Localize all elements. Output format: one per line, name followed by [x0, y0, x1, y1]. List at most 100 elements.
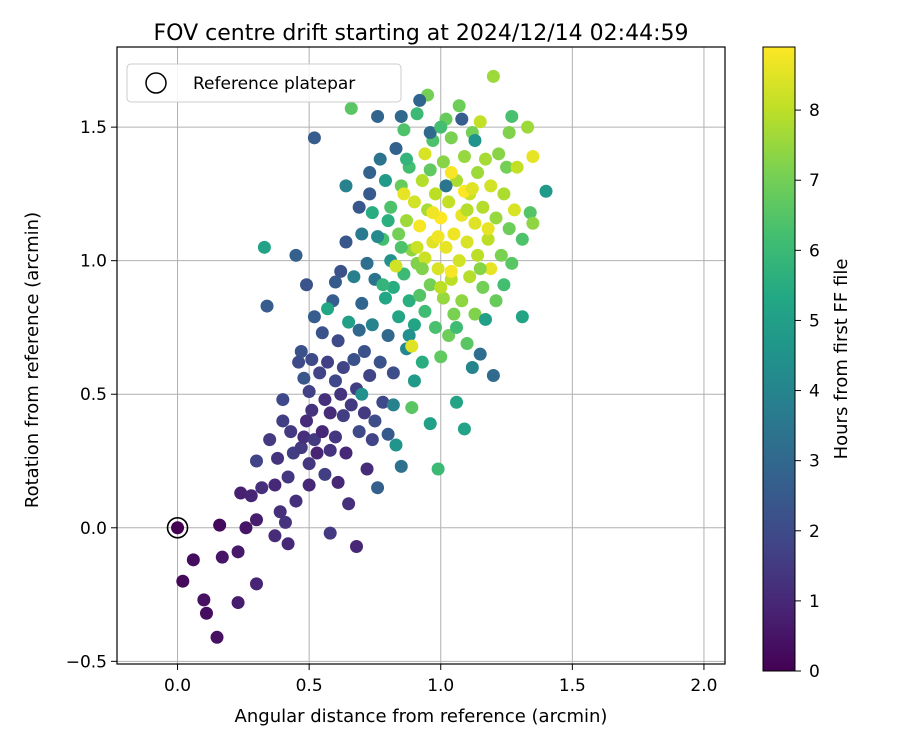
colorbar-tick-label: 7 — [809, 171, 820, 191]
data-point — [384, 200, 398, 214]
data-point — [278, 515, 292, 529]
data-point — [347, 270, 361, 284]
data-point — [386, 280, 400, 294]
data-point — [386, 398, 400, 412]
data-point — [328, 374, 342, 388]
data-point — [468, 216, 482, 230]
data-point — [418, 304, 432, 318]
data-point — [452, 99, 466, 113]
data-point — [357, 406, 371, 420]
data-point — [515, 310, 529, 324]
data-point — [397, 123, 411, 137]
data-point — [297, 430, 311, 444]
data-point — [484, 179, 498, 193]
data-point — [507, 203, 521, 217]
data-point — [376, 278, 390, 292]
data-point — [428, 320, 442, 334]
legend-box — [126, 63, 402, 103]
data-point — [460, 336, 474, 350]
data-point — [410, 240, 424, 254]
x-tick-label: 1.5 — [559, 676, 586, 696]
data-point — [231, 596, 245, 610]
data-point — [186, 553, 200, 567]
data-point — [418, 251, 432, 265]
data-point — [450, 320, 464, 334]
data-point — [407, 195, 421, 209]
data-point — [494, 248, 508, 262]
reference-point — [166, 516, 189, 539]
data-point — [381, 427, 395, 441]
data-point — [365, 318, 379, 332]
grid-lines — [117, 47, 725, 664]
data-point — [307, 131, 321, 145]
data-point — [213, 518, 227, 532]
data-point — [328, 430, 342, 444]
data-point — [352, 323, 366, 337]
data-point — [352, 425, 366, 439]
data-point — [484, 262, 498, 276]
data-point — [215, 550, 229, 564]
data-point — [297, 371, 311, 385]
data-point — [294, 441, 308, 455]
data-point — [323, 443, 337, 457]
data-point — [302, 385, 316, 399]
data-point — [171, 521, 185, 535]
data-point — [500, 160, 514, 174]
data-point — [244, 489, 258, 503]
data-point — [323, 526, 337, 540]
data-point — [434, 280, 448, 294]
data-point — [392, 227, 406, 241]
data-point — [276, 393, 290, 407]
data-point — [315, 425, 329, 439]
data-point — [431, 262, 445, 276]
data-point — [455, 294, 469, 308]
data-points — [171, 69, 553, 644]
data-point — [199, 606, 213, 620]
data-point — [313, 366, 327, 380]
data-point — [439, 240, 453, 254]
data-point — [389, 141, 403, 155]
data-point — [444, 264, 458, 278]
data-point — [294, 344, 308, 358]
data-point — [413, 288, 427, 302]
data-point — [505, 256, 519, 270]
data-point — [402, 328, 416, 342]
data-point — [423, 417, 437, 431]
data-point — [331, 475, 345, 489]
data-point — [365, 206, 379, 220]
data-point — [394, 459, 408, 473]
data-point — [339, 446, 353, 460]
data-point — [342, 315, 356, 329]
data-point — [413, 93, 427, 107]
data-point — [526, 216, 540, 230]
data-point — [447, 307, 461, 321]
data-point — [476, 280, 490, 294]
data-point — [486, 69, 500, 83]
data-point — [397, 187, 411, 201]
data-point — [363, 187, 377, 201]
data-point — [368, 414, 382, 428]
data-point — [305, 403, 319, 417]
data-point — [523, 206, 537, 220]
data-point — [418, 147, 432, 161]
reference-marker — [166, 516, 189, 539]
colorbar-tick-label: 2 — [809, 522, 820, 542]
data-point — [442, 328, 456, 342]
data-point — [371, 109, 385, 123]
data-point — [336, 409, 350, 423]
colorbar-tick-label: 8 — [809, 101, 820, 121]
data-point — [373, 152, 387, 166]
data-point — [334, 264, 348, 278]
colorbar-tick-label: 5 — [809, 311, 820, 331]
data-point — [310, 446, 324, 460]
data-point — [471, 166, 485, 180]
data-point — [439, 179, 453, 193]
data-point — [428, 187, 442, 201]
data-point — [268, 529, 282, 543]
y-tick-label: −0.5 — [66, 652, 107, 672]
data-point — [260, 299, 274, 313]
data-point — [289, 494, 303, 508]
colorbar-label: Hours from first FF file — [831, 259, 852, 460]
data-point — [423, 163, 437, 177]
legend-label: Reference platepar — [193, 74, 355, 94]
